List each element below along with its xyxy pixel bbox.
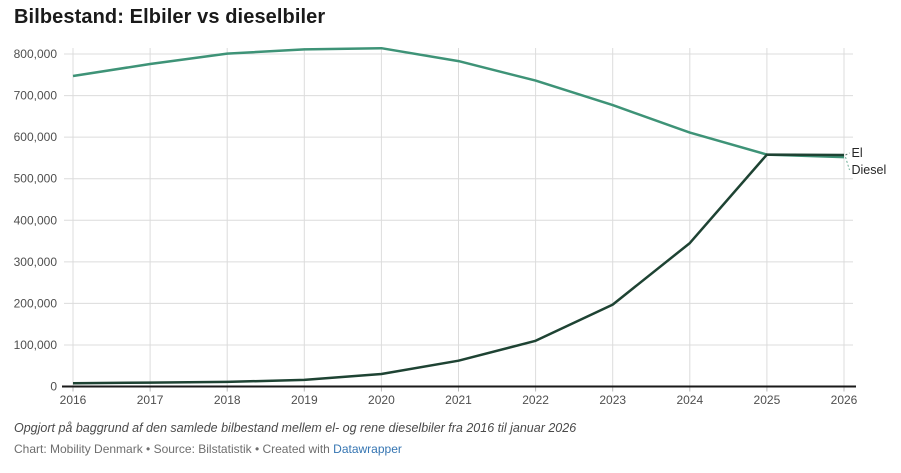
x-axis-label: 2017 (137, 393, 164, 407)
y-axis-label: 800,000 (14, 47, 58, 61)
x-axis-label: 2021 (445, 393, 472, 407)
series-line-diesel (72, 46, 845, 159)
x-axis-label: 2022 (522, 393, 549, 407)
end-label-connector-diesel (845, 156, 850, 171)
y-axis-label: 400,000 (14, 213, 58, 227)
end-label-connector-el (845, 152, 850, 156)
y-axis-label: 300,000 (14, 255, 58, 269)
x-axis-label: 2020 (368, 393, 395, 407)
x-axis-label: 2016 (60, 393, 87, 407)
x-axis-label: 2023 (599, 393, 626, 407)
y-axis-label: 600,000 (14, 130, 58, 144)
byline-credit: Chart: Mobility Denmark • Source: Bilsta… (14, 442, 334, 456)
chart-note: Opgjort på baggrund af den samlede bilbe… (14, 421, 577, 435)
chart-byline: Chart: Mobility Denmark • Source: Bilsta… (14, 442, 402, 456)
y-axis-label: 100,000 (14, 338, 58, 352)
y-axis-label: 200,000 (14, 296, 58, 310)
y-axis-label: 500,000 (14, 172, 58, 186)
x-axis-label: 2026 (831, 393, 858, 407)
series-end-label-el: El (852, 146, 863, 160)
x-axis-label: 2024 (676, 393, 703, 407)
datawrapper-link[interactable]: Datawrapper (333, 442, 402, 456)
x-axis-label: 2018 (214, 393, 241, 407)
x-axis-label: 2019 (291, 393, 318, 407)
y-axis-label: 700,000 (14, 89, 58, 103)
series-end-label-diesel: Diesel (852, 163, 887, 177)
chart-title: Bilbestand: Elbiler vs dieselbiler (14, 6, 326, 28)
series-line-el (72, 153, 845, 385)
y-axis-label: 0 (50, 380, 57, 394)
x-axis-label: 2025 (754, 393, 781, 407)
chart-canvas: 0 100,000 200,000 300,000 400,000 500,000 600,… (14, 46, 887, 407)
